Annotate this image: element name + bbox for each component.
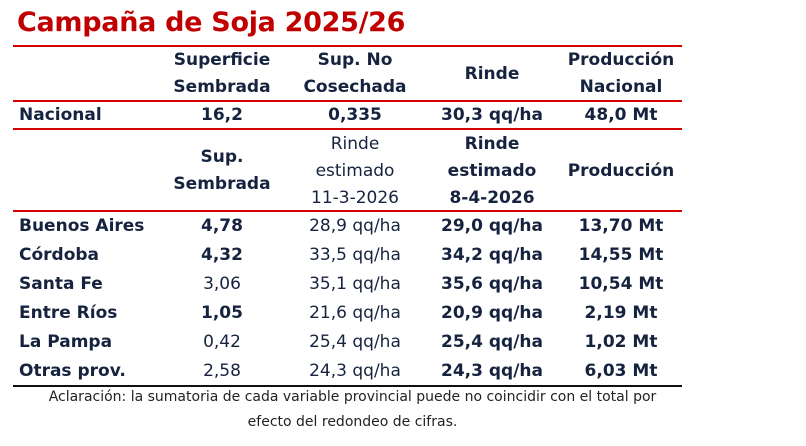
header-line: Rinde (464, 63, 520, 84)
header-line: Sembrada (173, 77, 271, 97)
page-title: Campaña de Soja 2025/26 (17, 7, 406, 38)
header-rinde-8-4-2026: Rinde estimado 8-4-2026 (424, 131, 560, 211)
produccion: 1,02 Mt (584, 332, 658, 352)
rinde-8-4: 29,0 qq/ha (441, 216, 543, 236)
produccion: 13,70 Mt (578, 216, 664, 236)
province-name: Buenos Aires (19, 216, 145, 236)
rinde-8-4: 24,3 qq/ha (441, 361, 543, 381)
header-sup-no-cosechada: Sup. No Cosechada (292, 47, 418, 101)
table-bottom-rule (13, 385, 682, 387)
header-superficie-sembrada: Superficie Sembrada (158, 47, 286, 101)
rinde-11-3: 33,5 qq/ha (309, 245, 401, 265)
rinde-11-3: 35,1 qq/ha (309, 274, 401, 294)
rinde-8-4: 35,6 qq/ha (441, 274, 543, 294)
produccion: 10,54 Mt (578, 274, 664, 294)
national-label: Nacional (19, 105, 102, 125)
title-divider (13, 45, 682, 47)
header-line: Rinde (464, 133, 520, 154)
national-rinde: 30,3 qq/ha (441, 105, 543, 125)
produccion: 6,03 Mt (584, 361, 658, 381)
header-rinde: Rinde (424, 47, 560, 101)
rinde-8-4: 25,4 qq/ha (441, 332, 543, 352)
produccion: 14,55 Mt (578, 245, 664, 265)
header-produccion-nacional: Producción Nacional (558, 47, 684, 101)
sup-sembrada: 4,78 (201, 216, 243, 236)
header-line: Superficie (173, 50, 271, 70)
province-name: Córdoba (19, 245, 100, 265)
sup-sembrada: 0,42 (203, 332, 241, 352)
header-rinde-11-3-2026: Rinde estimado 11-3-2026 (292, 131, 418, 211)
provincial-header-divider (13, 210, 682, 212)
sup-sembrada: 2,58 (203, 361, 241, 381)
header-sup-sembrada: Sup. Sembrada (158, 131, 286, 211)
national-superficie-sembrada: 16,2 (201, 105, 243, 125)
header-line: Rinde (330, 133, 380, 154)
header-line: Cosechada (303, 77, 407, 97)
header-line: estimado (315, 160, 395, 181)
province-name: Otras prov. (19, 361, 126, 381)
national-divider (13, 128, 682, 130)
rinde-11-3: 24,3 qq/ha (309, 361, 401, 381)
national-sup-no-cosechada: 0,335 (328, 105, 382, 125)
province-name: La Pampa (19, 332, 113, 352)
sup-sembrada: 1,05 (201, 303, 243, 323)
header-line: Sup. (200, 147, 244, 167)
header-line: Nacional (579, 77, 663, 97)
rinde-11-3: 28,9 qq/ha (309, 216, 401, 236)
header-line: Sup. No (317, 50, 393, 70)
rinde-11-3: 25,4 qq/ha (309, 332, 401, 352)
header-produccion: Producción (558, 131, 684, 211)
header-line: 8-4-2026 (449, 187, 535, 208)
footnote: Aclaración: la sumatoria de cada variabl… (20, 385, 685, 435)
rinde-8-4: 20,9 qq/ha (441, 303, 543, 323)
rinde-11-3: 21,6 qq/ha (309, 303, 401, 323)
sup-sembrada: 4,32 (201, 245, 243, 265)
header-line: estimado (447, 160, 537, 181)
footnote-line: efecto del redondeo de cifras. (247, 414, 458, 430)
sup-sembrada: 3,06 (203, 274, 241, 294)
produccion: 2,19 Mt (584, 303, 658, 323)
province-name: Santa Fe (19, 274, 103, 294)
header-divider (13, 100, 682, 102)
province-name: Entre Ríos (19, 303, 118, 323)
rinde-8-4: 34,2 qq/ha (441, 245, 543, 265)
footnote-line: Aclaración: la sumatoria de cada variabl… (48, 389, 657, 405)
header-line: Producción (567, 50, 675, 70)
header-line: Producción (567, 160, 675, 181)
header-line: 11-3-2026 (311, 187, 399, 208)
national-produccion: 48,0 Mt (584, 105, 658, 125)
header-line: Sembrada (173, 174, 271, 194)
